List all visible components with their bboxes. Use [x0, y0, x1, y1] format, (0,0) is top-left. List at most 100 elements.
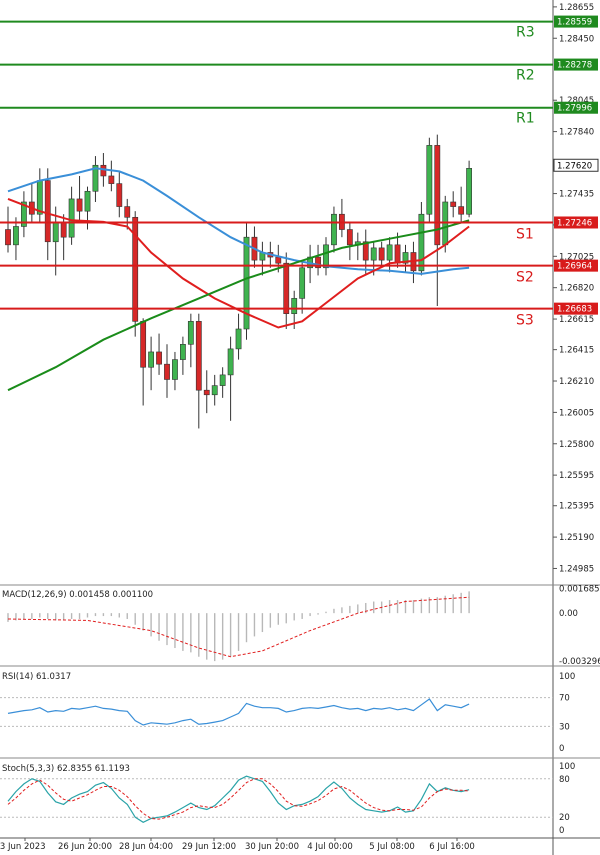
current-price-tag [553, 158, 599, 172]
candle [148, 336, 154, 391]
price-tick-label: 1.28655 [559, 3, 594, 13]
stoch-panel: Stoch(5,3,3) 62.8355 61.1193 100 80 20 0 [0, 757, 600, 836]
candle-body-down [434, 145, 441, 246]
candle-body-down [108, 175, 115, 184]
rsi-tick-label: 70 [559, 694, 570, 704]
candle-body-up [20, 201, 27, 227]
candle-body-down [60, 221, 67, 238]
candle [195, 313, 202, 429]
candle-body-down [116, 183, 123, 207]
candle-body-up [227, 348, 234, 376]
time-axis: 23 Jun 2023 26 Jun 20:00 28 Jun 04:00 29 Ju… [0, 837, 600, 852]
rsi-tick-label: 100 [559, 672, 575, 682]
candle [164, 344, 170, 398]
level-price-tag [554, 259, 598, 272]
candle-body-down [315, 256, 321, 269]
candle-body-down [346, 229, 353, 246]
candle-body-down [140, 321, 147, 368]
time-tick-label: 5 Jul 08:00 [369, 842, 415, 852]
rsi-line [7, 698, 470, 726]
candle-body-up [219, 374, 226, 386]
time-tick-label: 23 Jun 2023 [0, 842, 46, 852]
time-tick-label: 4 Jul 00:00 [307, 842, 353, 852]
price-tick-label: 1.27435 [559, 190, 594, 200]
candle-body-down [124, 206, 131, 218]
price-tick-label: 1.27840 [559, 128, 594, 138]
candle-body-down [5, 229, 11, 246]
candle [450, 191, 457, 218]
candle-body-up [370, 247, 377, 261]
candle-body-down [458, 206, 465, 215]
stoch-k-line [7, 775, 470, 823]
candle-body-down [164, 363, 170, 380]
level-price-tag [554, 58, 598, 71]
candle [76, 175, 83, 222]
candle-body-down [283, 262, 290, 314]
macd-panel: MACD(12,26,9) 0.001458 0.001100 0.001685 0… [0, 584, 600, 667]
candle-body-up [331, 213, 337, 246]
rsi-label: RSI(14) 61.0317 [2, 672, 71, 682]
rsi-panel: RSI(14) 61.0317 100 70 30 0 [0, 665, 600, 754]
candle-body-up [52, 221, 59, 243]
candle-body-down [195, 321, 202, 391]
candle-body-up [291, 298, 298, 314]
candle [227, 336, 234, 421]
price-tick-label: 1.26415 [559, 346, 594, 356]
level-price-label: 1.26683 [557, 305, 592, 315]
macd-tick-label: 0.001685 [559, 585, 600, 595]
candle [235, 313, 242, 360]
candle-body-up [36, 180, 43, 215]
stoch-d-line [7, 778, 470, 820]
rsi-tick-label: 30 [559, 722, 570, 732]
level-price-tag [554, 302, 598, 315]
rsi-tick-label: 0 [559, 744, 564, 754]
candle-body-up [148, 351, 154, 368]
time-tick-label: 30 Jun 20:00 [245, 842, 299, 852]
macd-tick-label: 0.00 [559, 609, 578, 619]
candle [243, 221, 250, 340]
level-name-r2: R2 [516, 68, 535, 84]
price-tick-label: 1.26210 [559, 377, 594, 387]
candle-body-up [402, 252, 409, 264]
time-tick-label: 29 Jun 12:00 [182, 842, 236, 852]
moving-average-line [7, 197, 470, 329]
level-name-r3: R3 [516, 25, 535, 41]
stoch-tick-label: 100 [559, 762, 575, 772]
candle [219, 367, 226, 398]
price-tick-label: 1.25395 [559, 502, 594, 512]
candle [68, 186, 75, 245]
price-tick-label: 1.26005 [559, 408, 594, 418]
level-name-s1: S1 [516, 226, 534, 242]
candle-body-up [299, 267, 306, 299]
macd-tick-label: -0.003296 [559, 657, 600, 667]
moving-average-line [7, 167, 470, 275]
stoch-label: Stoch(5,3,3) 62.8355 61.1193 [2, 764, 130, 774]
candle [116, 171, 123, 218]
candle [108, 160, 115, 192]
level-name-s2: S2 [516, 270, 534, 286]
candle [378, 241, 385, 268]
candle [13, 217, 19, 261]
price-tick-label: 1.26820 [559, 284, 594, 294]
candle [180, 336, 186, 375]
candle-body-up [68, 198, 75, 238]
stoch-tick-label: 80 [559, 775, 570, 785]
candle-body-down [76, 198, 83, 212]
level-price-label: 1.28559 [557, 18, 592, 28]
candle [458, 186, 465, 222]
candle [5, 206, 11, 253]
moving-average-line [7, 219, 470, 392]
level-price-label: 1.28278 [557, 61, 592, 71]
level-price-label: 1.26964 [557, 262, 592, 272]
candle-body-up [13, 226, 19, 246]
candle [92, 156, 99, 202]
candle-body-down [44, 180, 51, 243]
macd-label: MACD(12,26,9) 0.001458 0.001100 [2, 590, 153, 600]
candle-body-up [84, 190, 91, 212]
candle [323, 237, 329, 276]
candle-body-down [450, 201, 457, 207]
candle-body-down [100, 164, 107, 177]
candle-body-down [394, 244, 401, 264]
candle-body-up [180, 343, 186, 360]
candle [172, 351, 178, 391]
